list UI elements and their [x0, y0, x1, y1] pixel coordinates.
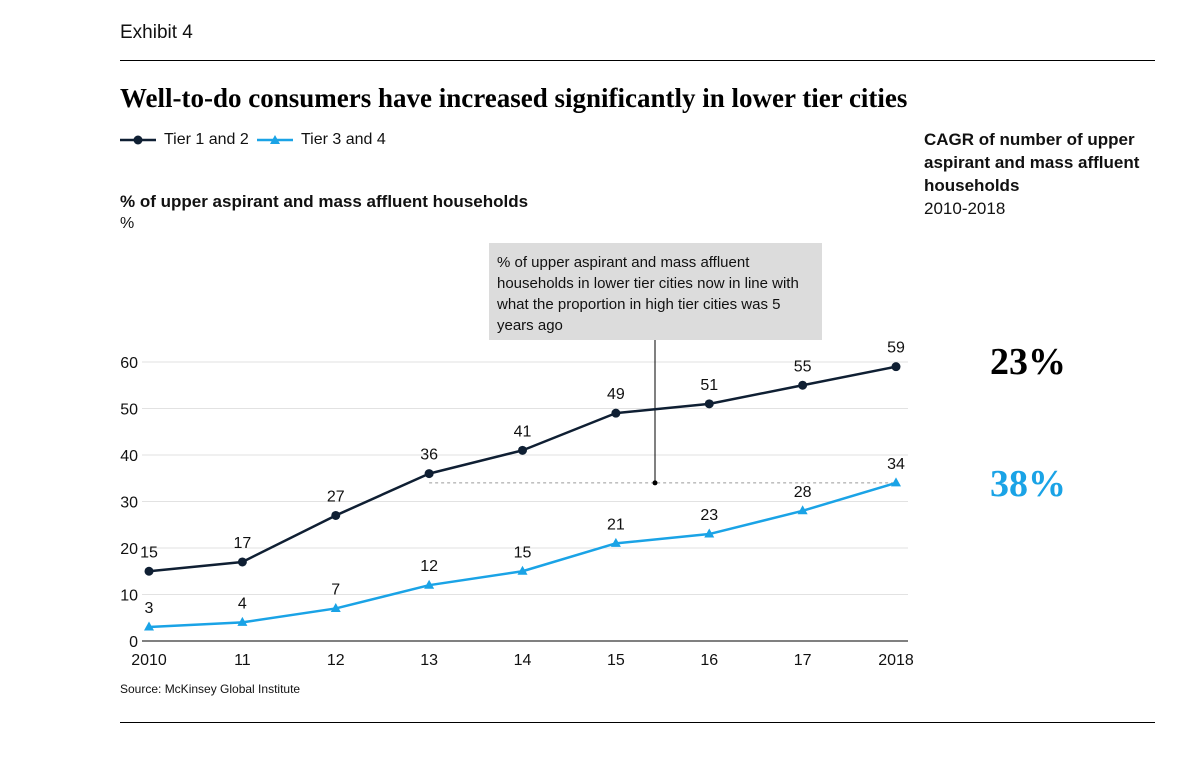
x-tick-label: 2010 — [131, 652, 167, 669]
data-label: 28 — [794, 484, 812, 501]
x-tick-label: 2018 — [878, 652, 914, 669]
cagr-tier-3-4: 38% — [990, 463, 1066, 505]
data-label: 17 — [233, 535, 251, 552]
x-tick-label: 13 — [420, 652, 438, 669]
y-tick-label: 20 — [120, 541, 138, 558]
data-label: 36 — [420, 447, 438, 464]
legend-label-tier-1-2: Tier 1 and 2 — [164, 131, 249, 148]
chart-headline: Well-to-do consumers have increased sign… — [120, 83, 908, 113]
data-point — [704, 399, 714, 409]
data-label: 34 — [887, 456, 905, 473]
data-point — [891, 477, 901, 487]
data-label: 15 — [514, 544, 532, 561]
data-point — [237, 557, 247, 567]
source-note: Source: McKinsey Global Institute — [120, 682, 301, 696]
data-point — [611, 408, 621, 418]
cagr-period: 2010-2018 — [924, 199, 1006, 218]
data-point — [704, 528, 715, 538]
data-label: 27 — [327, 488, 345, 505]
exhibit-label: Exhibit 4 — [120, 22, 193, 43]
callout-box: % of upper aspirant and mass affluent ho… — [489, 243, 822, 340]
data-point — [797, 505, 808, 515]
data-label: 7 — [331, 581, 340, 598]
data-label: 55 — [794, 358, 812, 375]
y-tick-label: 40 — [120, 448, 138, 465]
x-tick-label: 14 — [514, 652, 532, 669]
data-point — [424, 579, 435, 589]
bottom-divider — [120, 722, 1155, 723]
legend-label-tier-3-4: Tier 3 and 4 — [301, 131, 386, 148]
data-point — [424, 469, 434, 479]
series-line-tier-1-2 — [148, 365, 897, 573]
data-label: 3 — [145, 600, 154, 617]
y-tick-label: 0 — [129, 634, 138, 651]
data-label: 15 — [140, 544, 158, 561]
y-axis-title: % of upper aspirant and mass affluent ho… — [120, 192, 529, 211]
data-label: 51 — [700, 377, 718, 394]
data-point — [798, 380, 808, 390]
data-point — [330, 602, 341, 612]
legend-item-tier-3-4: Tier 3 and 4 — [257, 131, 386, 149]
cagr-title: CAGR of number of upper aspirant and mas… — [924, 130, 1140, 195]
legend-item-tier-1-2: Tier 1 and 2 — [120, 131, 249, 149]
data-label: 21 — [607, 516, 625, 533]
data-point — [610, 537, 621, 547]
data-point — [144, 621, 154, 631]
data-point — [331, 510, 341, 520]
top-divider — [120, 60, 1155, 61]
y-axis-unit: % — [120, 215, 135, 232]
data-label: 41 — [514, 423, 532, 440]
cagr-tier-1-2: 23% — [990, 341, 1066, 383]
data-label: 59 — [887, 340, 905, 357]
x-tick-label: 11 — [234, 652, 251, 669]
data-label: 49 — [607, 386, 625, 403]
data-point — [517, 565, 528, 575]
data-label: 23 — [700, 507, 718, 524]
y-tick-label: 10 — [120, 588, 138, 605]
data-label: 4 — [238, 595, 247, 612]
x-tick-label: 15 — [607, 652, 625, 669]
data-point — [144, 566, 154, 576]
data-label: 12 — [420, 558, 438, 575]
data-point — [518, 445, 527, 455]
x-tick-label: 17 — [794, 652, 812, 669]
data-point — [891, 362, 901, 372]
x-tick-label: 12 — [327, 652, 345, 669]
circle-marker-icon — [120, 135, 156, 145]
y-tick-label: 30 — [120, 495, 138, 512]
triangle-marker-icon — [257, 135, 293, 144]
x-tick-label: 16 — [700, 652, 718, 669]
data-point — [237, 616, 248, 626]
y-tick-label: 60 — [120, 355, 138, 372]
y-tick-label: 50 — [120, 402, 138, 419]
callout-anchor-dot — [652, 480, 658, 486]
